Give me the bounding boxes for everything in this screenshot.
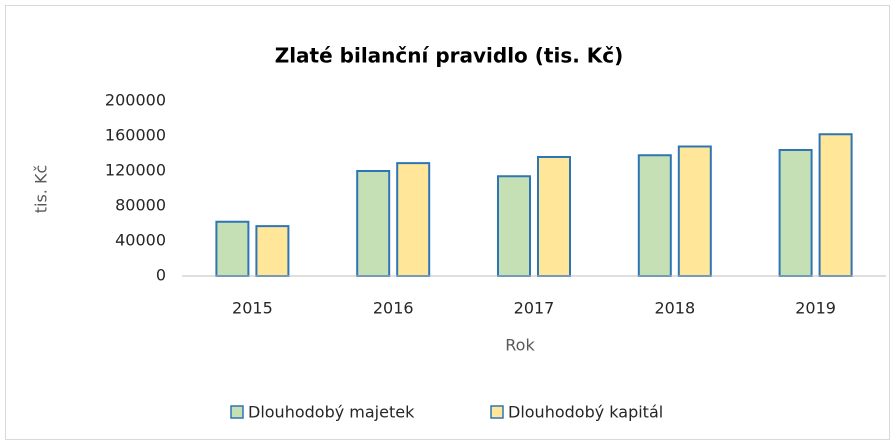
y-tick-label: 120000 [105,161,166,180]
y-tick-label: 200000 [105,91,166,110]
bar [215,220,250,277]
y-tick-label: 80000 [115,196,166,215]
x-tick-label: 2019 [795,299,836,318]
bar [255,225,290,277]
x-tick-label: 2016 [373,299,414,318]
legend-label: Dlouhodobý majetek [248,403,415,422]
y-tick-label: 0 [156,266,166,285]
x-tick-label: 2015 [232,299,273,318]
y-axis-title: tis. Kč [32,165,51,214]
bar [396,162,431,277]
bar [637,154,672,277]
bar [356,170,391,277]
bar [677,145,712,277]
y-tick-label: 160000 [105,126,166,145]
legend-swatch [230,405,244,419]
chart-title: Zlaté bilanční pravidlo (tis. Kč) [275,44,624,68]
bar [818,133,853,277]
legend-swatch [490,405,504,419]
legend-label: Dlouhodobý kapitál [508,403,663,422]
y-tick-label: 40000 [115,231,166,250]
bar [778,149,813,277]
bar [497,175,531,277]
chart-frame [5,5,890,440]
x-tick-label: 2018 [654,299,695,318]
x-tick-label: 2017 [514,299,555,318]
bar [537,156,571,277]
x-axis-title: Rok [505,336,535,355]
